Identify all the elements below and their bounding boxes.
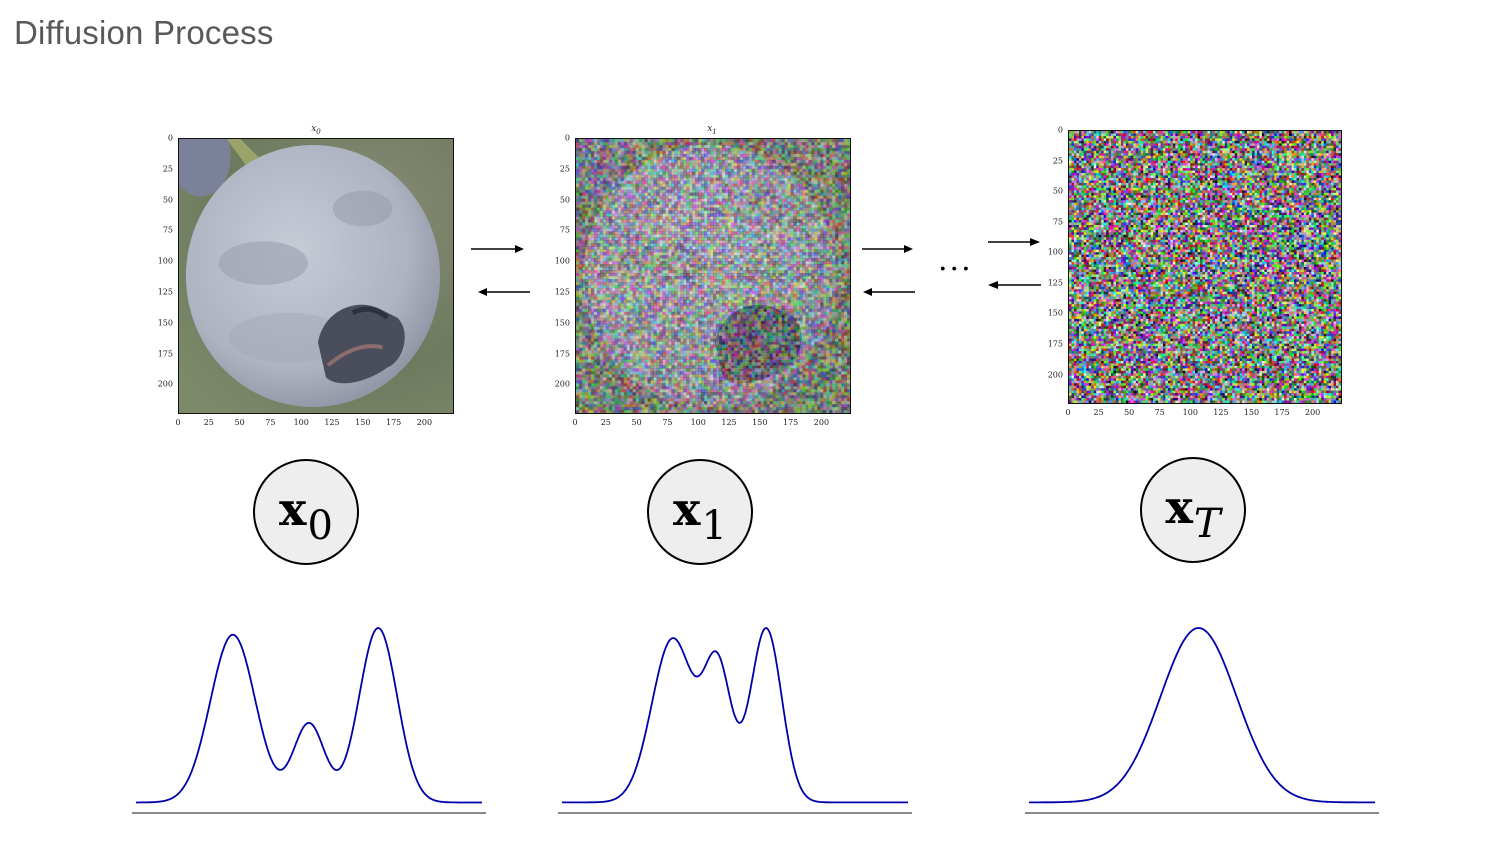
reverse-arrow-icon <box>863 288 872 296</box>
x-tick-label: 125 <box>1213 408 1228 417</box>
y-tick-label: 125 <box>555 288 570 297</box>
y-tick-label: 200 <box>1048 370 1063 379</box>
y-tick-label: 0 <box>565 134 570 143</box>
x-tick-label: 25 <box>1093 408 1103 417</box>
y-tick-label: 175 <box>555 349 570 358</box>
y-tick-label: 25 <box>560 164 570 173</box>
node-xT: xT <box>1140 457 1246 563</box>
density-curve <box>1029 627 1375 804</box>
node-x1: x1 <box>647 459 753 565</box>
y-tick-label: 125 <box>158 288 173 297</box>
forward-arrow-icon <box>1030 238 1040 246</box>
panel-title-x1: x1 <box>707 124 717 136</box>
x-tick-label: 75 <box>1155 408 1165 417</box>
distribution-x0 <box>132 627 486 814</box>
y-tick-label: 200 <box>158 380 173 389</box>
x-tick-label: 150 <box>1244 408 1259 417</box>
y-tick-label: 100 <box>1048 248 1063 257</box>
x-tick-label: 150 <box>355 418 370 427</box>
x-tick-label: 175 <box>783 418 798 427</box>
x-tick-label: 100 <box>294 418 309 427</box>
x-tick-label: 0 <box>572 418 577 427</box>
y-tick-label: 75 <box>560 226 570 235</box>
y-tick-label: 150 <box>158 318 173 327</box>
arrow-pair-x0-x1 <box>471 245 530 296</box>
y-tick-label: 0 <box>1058 126 1063 135</box>
y-tick-label: 25 <box>163 164 173 173</box>
distribution-xT <box>1025 627 1379 814</box>
y-tick-label: 175 <box>1048 340 1063 349</box>
x-tick-label: 75 <box>662 418 672 427</box>
distribution-x1 <box>558 627 912 814</box>
reverse-arrow-icon <box>988 281 998 289</box>
y-tick-label: 200 <box>555 380 570 389</box>
arrow-pair-ellipsis-xT <box>988 238 1041 289</box>
y-tick-label: 150 <box>555 318 570 327</box>
y-tick-label: 75 <box>1053 217 1063 226</box>
forward-arrow-icon <box>515 245 524 253</box>
y-tick-label: 0 <box>168 134 173 143</box>
density-curve <box>562 627 908 804</box>
node-x0: x0 <box>253 459 359 565</box>
x-tick-label: 50 <box>235 418 245 427</box>
x-tick-label: 150 <box>752 418 767 427</box>
arrow-pair-x1-ellipsis <box>862 245 915 296</box>
x-tick-label: 0 <box>175 418 180 427</box>
x-tick-label: 125 <box>324 418 339 427</box>
x-tick-label: 200 <box>814 418 829 427</box>
x-tick-label: 100 <box>1183 408 1198 417</box>
reverse-arrow-icon <box>478 288 487 296</box>
density-curve <box>136 627 482 804</box>
panel-title-x0: x0 <box>311 124 321 136</box>
x-tick-label: 25 <box>601 418 611 427</box>
x-tick-label: 50 <box>1124 408 1134 417</box>
x-tick-label: 75 <box>265 418 275 427</box>
y-tick-label: 50 <box>560 195 570 204</box>
image-xT-pure-noise <box>1068 130 1342 404</box>
image-x0-blueberry <box>178 138 454 414</box>
x-tick-label: 0 <box>1065 408 1070 417</box>
x-tick-label: 25 <box>204 418 214 427</box>
y-tick-label: 50 <box>1053 187 1063 196</box>
y-tick-label: 100 <box>158 257 173 266</box>
x-tick-label: 200 <box>417 418 432 427</box>
x-tick-label: 175 <box>386 418 401 427</box>
x-tick-label: 125 <box>721 418 736 427</box>
y-tick-label: 25 <box>1053 156 1063 165</box>
x-tick-label: 50 <box>632 418 642 427</box>
y-tick-label: 75 <box>163 226 173 235</box>
x-tick-label: 200 <box>1305 408 1320 417</box>
x-tick-label: 100 <box>691 418 706 427</box>
y-tick-label: 175 <box>158 349 173 358</box>
y-tick-label: 150 <box>1048 309 1063 318</box>
y-tick-label: 125 <box>1048 278 1063 287</box>
y-tick-label: 100 <box>555 257 570 266</box>
image-x1-noisy-blueberry <box>575 138 851 414</box>
ellipsis: ... <box>938 243 973 278</box>
x-tick-label: 175 <box>1274 408 1289 417</box>
slide-title: Diffusion Process <box>14 14 274 52</box>
forward-arrow-icon <box>904 245 913 253</box>
y-tick-label: 50 <box>163 195 173 204</box>
